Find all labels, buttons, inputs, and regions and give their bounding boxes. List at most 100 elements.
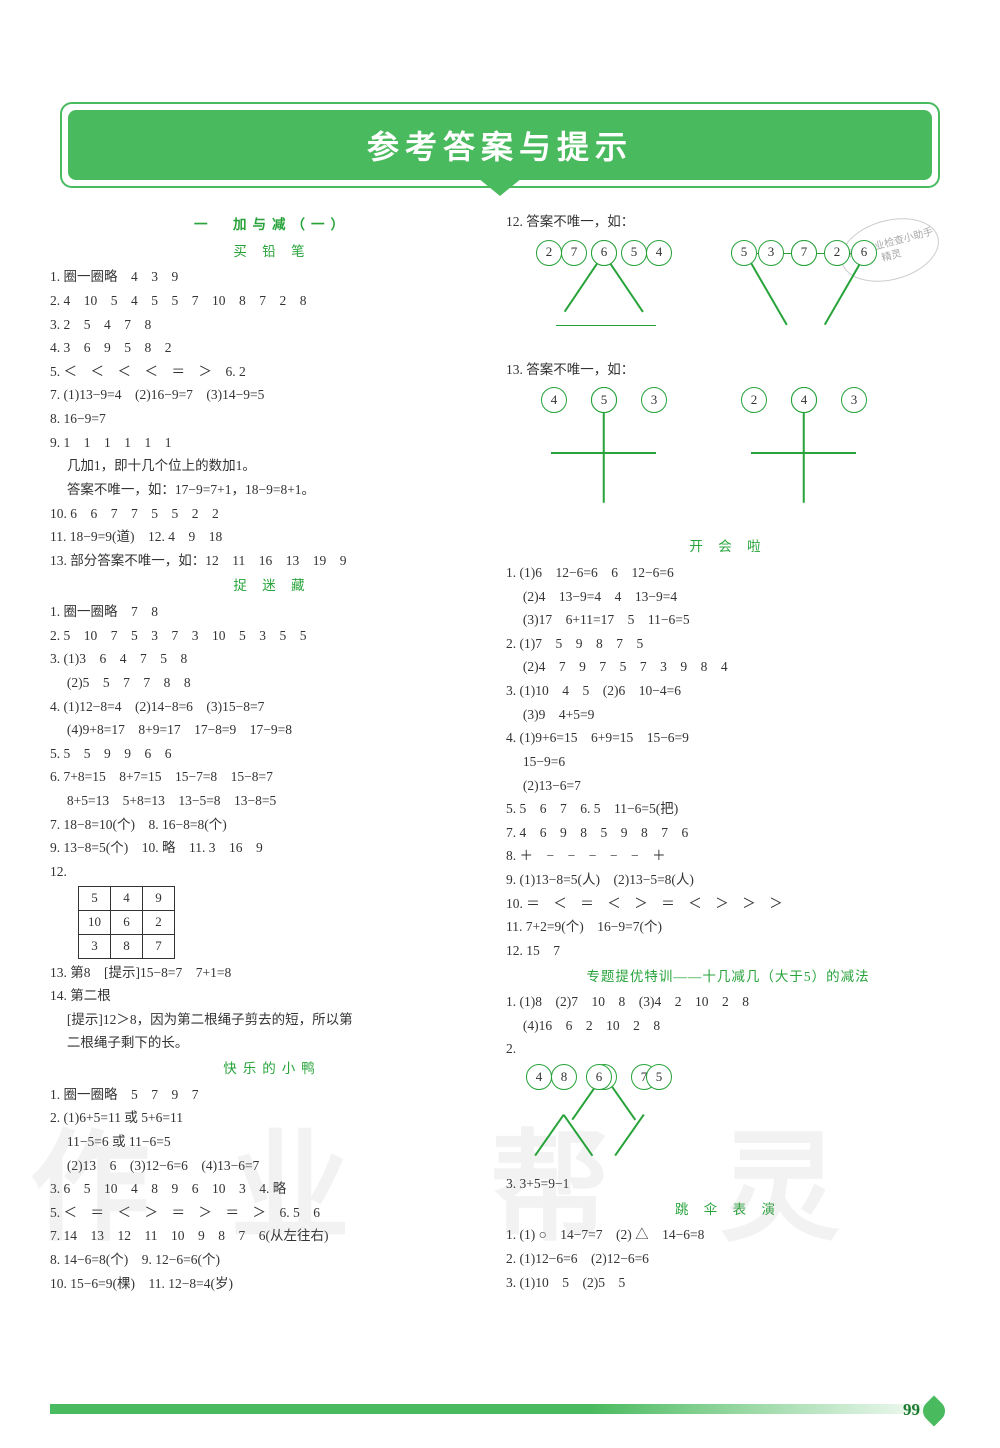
answer-line: 10. ＝ ＜ ＝ ＜ ＞ ＝ ＜ ＞ ＞ ＞ (506, 892, 950, 916)
answer-line: 2. 4 10 5 4 5 5 7 10 8 7 2 8 (50, 289, 494, 313)
node: 4 (791, 387, 817, 413)
page-footer: 99 (50, 1404, 950, 1430)
answer-line: 3. (1)3 6 4 7 5 8 (50, 647, 494, 671)
node: 2 (824, 240, 850, 266)
answer-line: 9. 13−8=5(个) 10. 略 11. 3 16 9 (50, 836, 494, 860)
answer-line: 8. ＋ − − − − − ＋ (506, 844, 950, 868)
answer-line: 2. (506, 1037, 950, 1061)
answer-line: 15−9=6 (506, 750, 950, 774)
answer-line: 12. (50, 860, 494, 884)
answer-line: 几加1，即十几个位上的数加1。 (50, 454, 494, 478)
node: 2 (536, 240, 562, 266)
subsection-happy-duck: 快乐的小鸭 (50, 1057, 494, 1081)
answer-line: 3. 3+5=9−1 (506, 1172, 950, 1196)
banner-title: 参考答案与提示 (367, 122, 633, 168)
right-column: 12. 答案不唯一，如： 3 7 5 2 6 4 5 (506, 210, 950, 1295)
node: 6 (591, 240, 617, 266)
answer-line: 13. 第8 [提示]15−8=7 7+1=8 (50, 961, 494, 985)
cell: 3 (79, 934, 111, 958)
subsection-special: 专题提优特训——十几减几（大于5）的减法 (506, 965, 950, 989)
answer-line: (2)13 6 (3)12−6=6 (4)13−6=7 (50, 1154, 494, 1178)
answer-line: 11. 18−9=9(道) 12. 4 9 18 (50, 525, 494, 549)
cross-b: 1 2 10 3 4 (726, 387, 886, 527)
answer-line: 5. 5 6 7 6. 5 11−6=5(把) (506, 797, 950, 821)
subsection-meeting: 开 会 啦 (506, 535, 950, 559)
node: 3 (758, 240, 784, 266)
answer-line: 1. (1)6 12−6=6 6 12−6=6 (506, 561, 950, 585)
answer-line: 2. (1)7 5 9 8 7 5 (506, 632, 950, 656)
node: 4 (541, 387, 567, 413)
answer-line: 4. 3 6 9 5 8 2 (50, 336, 494, 360)
cell: 5 (79, 886, 111, 910)
answer-line: (4)9+8=17 8+9=17 17−8=9 17−9=8 (50, 718, 494, 742)
node: 5 (621, 240, 647, 266)
node: 7 (791, 240, 817, 266)
triangle-b: 5 4 6 3 2 7 (726, 240, 886, 350)
answer-line: 2. 5 10 7 5 3 7 3 10 5 3 5 5 (50, 624, 494, 648)
answer-line: 1. 圈一圈略 4 3 9 (50, 265, 494, 289)
answer-line: 8. 16−9=7 (50, 407, 494, 431)
answer-line: 11. 7+2=9(个) 16−9=7(个) (506, 915, 950, 939)
cell: 9 (143, 886, 175, 910)
page-container: 参考答案与提示 作业 作业检查小助手 精灵 一 加与减（一） 买 铅 笔 1. … (0, 0, 1000, 1448)
section-1-title: 一 加与减（一） (50, 213, 494, 237)
answer-line: 12. 15 7 (506, 939, 950, 963)
answer-line: (4)16 6 2 10 2 8 (506, 1014, 950, 1038)
subsection-hide-seek: 捉 迷 藏 (50, 574, 494, 598)
page-number: 99 (903, 1400, 920, 1420)
node: 6 (586, 1064, 612, 1090)
subsection-buy-pencil: 买 铅 笔 (50, 240, 494, 264)
node: 2 (741, 387, 767, 413)
answer-line: (3)9 4+5=9 (506, 703, 950, 727)
small-triangle-diagram: 3 8 7 4 6 5 (531, 1064, 691, 1169)
triangle-a: 3 7 5 2 6 4 (526, 240, 686, 350)
answer-line: 8. 14−6=8(个) 9. 12−6=6(个) (50, 1248, 494, 1272)
answer-line: 5. ＜ ＝ ＜ ＞ ＝ ＞ ＝ ＞ 6. 5 6 (50, 1201, 494, 1225)
answer-line: 7. 18−8=10(个) 8. 16−8=8(个) (50, 813, 494, 837)
answer-line: 1. (1) ○ 14−7=7 (2) △ 14−6=8 (506, 1223, 950, 1247)
cross-diagrams: 2 4 7 3 5 1 2 10 3 4 (526, 387, 950, 527)
cell: 7 (143, 934, 175, 958)
answer-line: 13. 部分答案不唯一，如：12 11 16 13 19 9 (50, 549, 494, 573)
answer-line: 7. 4 6 9 8 5 9 8 7 6 (506, 821, 950, 845)
answer-line: 8+5=13 5+8=13 13−5=8 13−8=5 (50, 789, 494, 813)
magic-square-grid: 549 1062 387 (78, 886, 175, 959)
answer-line: 4. (1)9+6=15 6+9=15 15−6=9 (506, 726, 950, 750)
answer-line: 2. (1)6+5=11 或 5+6=11 (50, 1106, 494, 1130)
two-column-layout: 一 加与减（一） 买 铅 笔 1. 圈一圈略 4 3 9 2. 4 10 5 4… (50, 210, 950, 1295)
answer-line: 3. 2 5 4 7 8 (50, 313, 494, 337)
footer-bar (50, 1404, 950, 1414)
node: 3 (641, 387, 667, 413)
cell: 4 (111, 886, 143, 910)
cell: 8 (111, 934, 143, 958)
answer-line: 答案不唯一，如：17−9=7+1，18−9=8+1。 (50, 478, 494, 502)
node: 4 (646, 240, 672, 266)
answer-line: 6. 7+8=15 8+7=15 15−7=8 15−8=7 (50, 765, 494, 789)
cell: 10 (79, 910, 111, 934)
answer-line: 1. (1)8 (2)7 10 8 (3)4 2 10 2 8 (506, 990, 950, 1014)
answer-line: [提示]12＞8，因为第二根绳子剪去的短，所以第 (50, 1008, 494, 1032)
answer-line: 3. (1)10 5 (2)5 5 (506, 1271, 950, 1295)
answer-line: 7. 14 13 12 11 10 9 8 7 6(从左往右) (50, 1224, 494, 1248)
answer-line: (2)13−6=7 (506, 774, 950, 798)
answer-line: 14. 第二根 (50, 984, 494, 1008)
answer-line: 13. 答案不唯一，如： (506, 358, 950, 382)
node: 8 (551, 1064, 577, 1090)
answer-line: (2)4 7 9 7 5 7 3 9 8 4 (506, 655, 950, 679)
cross-a: 2 4 7 3 5 (526, 387, 686, 527)
answer-line: 9. (1)13−8=5(人) (2)13−5=8(人) (506, 868, 950, 892)
answer-line: 3. (1)10 4 5 (2)6 10−4=6 (506, 679, 950, 703)
answer-line: 10. 6 6 7 7 5 5 2 2 (50, 502, 494, 526)
answer-line: 3. 6 5 10 4 8 9 6 10 3 4. 略 (50, 1177, 494, 1201)
answer-line: 10. 15−6=9(棵) 11. 12−8=4(岁) (50, 1272, 494, 1296)
node: 5 (731, 240, 757, 266)
answer-line: 1. 圈一圈略 5 7 9 7 (50, 1083, 494, 1107)
answer-line: 5. ＜ ＜ ＜ ＜ ＝ ＞ 6. 2 (50, 360, 494, 384)
answer-line: 5. 5 5 9 9 6 6 (50, 742, 494, 766)
node: 7 (561, 240, 587, 266)
node: 5 (591, 387, 617, 413)
node: 3 (841, 387, 867, 413)
leaf-icon (918, 1395, 949, 1426)
answer-line: (2)5 5 7 7 8 8 (50, 671, 494, 695)
answer-line: (2)4 13−9=4 4 13−9=4 (506, 585, 950, 609)
